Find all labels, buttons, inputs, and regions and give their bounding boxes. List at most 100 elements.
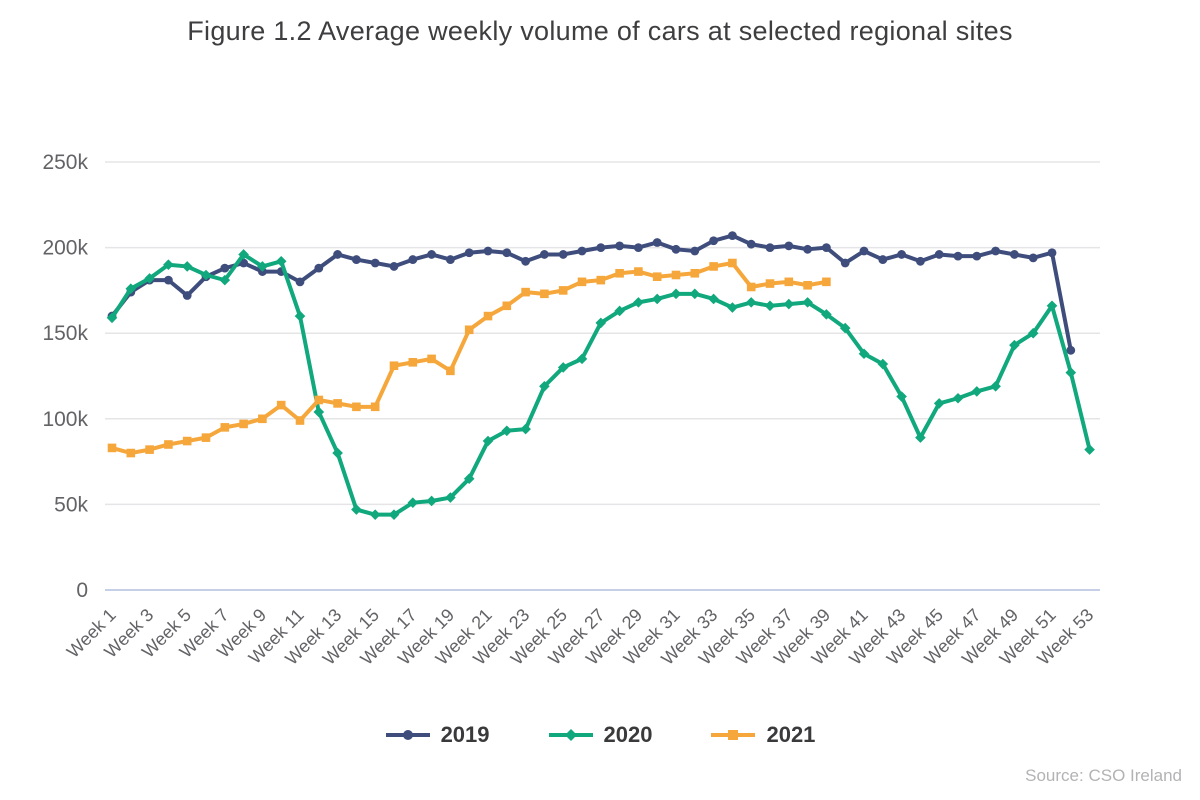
legend-label-2020: 2020 [603,722,653,747]
point-2020-week-28 [614,305,625,317]
point-2021-week-16 [389,361,399,371]
point-2021-week-24 [540,289,549,299]
point-2019-week-44 [916,256,925,266]
point-2020-week-41 [858,348,870,360]
point-2021-week-26 [577,277,587,287]
source-note: Source: CSO Ireland [1025,766,1182,785]
chart-title: Figure 1.2 Average weekly volume of cars… [187,16,1013,46]
point-2021-week-20 [464,325,474,335]
point-2021-week-38 [803,280,812,290]
legend: 2019 2020 2021 [0,722,1200,748]
point-2020-week-35 [745,297,757,308]
point-2019-week-17 [408,255,418,264]
point-2019-week-29 [634,243,643,253]
series-line-2021 [110,261,829,456]
point-2019-week-33 [709,236,718,246]
point-2019-week-36 [765,243,775,253]
legend-item-2021[interactable]: 2021 [710,722,815,748]
point-2019-week-14 [352,255,361,264]
point-2020-week-17 [407,497,419,508]
point-2020-week-50 [1027,327,1039,339]
point-2020-week-47 [971,386,983,397]
point-2021-week-13 [333,399,342,408]
point-2019-week-4 [164,275,173,285]
point-2019-week-51 [1047,248,1057,258]
y-tick-label-150k: 150k [42,322,88,345]
point-2019-week-24 [540,250,549,259]
point-2021-week-19 [446,366,455,376]
point-2019-week-52 [1066,345,1076,355]
point-2019-week-5 [182,291,192,300]
legend-label-2021: 2021 [766,722,816,747]
point-2021-week-15 [370,402,380,412]
y-tick-label-250k: 250k [42,151,88,174]
point-2019-week-50 [1028,253,1038,263]
point-2019-week-23 [521,256,530,266]
point-2021-week-31 [671,270,681,280]
point-2021-week-34 [728,258,737,268]
point-2021-week-33 [709,262,718,271]
point-2020-week-19 [445,492,456,503]
point-2021-week-7 [220,423,230,432]
point-2021-week-28 [615,268,624,278]
point-2021-week-9 [258,414,267,424]
point-2020-week-43 [896,391,907,402]
point-2020-week-40 [839,322,851,334]
point-2021-week-1 [107,443,117,453]
point-2020-week-48 [990,380,1001,392]
point-2019-week-12 [314,263,324,273]
legend-marker-2021-icon [711,730,756,740]
point-2020-week-21 [482,435,494,447]
point-2020-week-31 [670,288,682,300]
point-2020-week-44 [915,432,926,443]
point-2021-week-14 [352,402,361,412]
point-2020-week-34 [727,302,738,313]
point-2021-week-21 [483,311,493,321]
point-2021-week-4 [164,440,173,449]
point-2020-week-29 [633,297,644,308]
y-tick-label-100k: 100k [42,408,88,431]
point-2019-week-34 [728,231,737,241]
point-2021-week-10 [276,400,286,410]
point-2021-week-17 [408,358,418,367]
point-2020-week-6 [200,269,212,281]
point-2020-week-22 [501,425,513,437]
legend-item-2020[interactable]: 2020 [548,722,653,748]
point-2020-week-36 [764,300,776,312]
point-2020-week-1 [106,312,118,324]
point-2020-week-8 [238,249,249,260]
point-2020-week-18 [426,495,437,507]
point-2019-week-15 [370,258,380,268]
point-2021-week-37 [784,277,794,287]
point-2019-week-19 [446,255,455,264]
point-2021-week-12 [314,395,324,405]
point-2020-week-27 [595,317,607,329]
point-2020-week-5 [181,261,193,272]
point-2020-week-9 [257,261,268,272]
point-2020-week-15 [369,509,381,520]
point-2020-week-33 [708,293,719,305]
point-2021-week-39 [822,277,831,287]
point-2021-week-36 [765,279,775,288]
point-2020-week-13 [332,447,343,459]
legend-marker-2019-icon [385,730,430,740]
y-tick-label-0: 0 [76,579,88,602]
point-2020-week-52 [1065,367,1077,378]
point-2020-week-3 [144,273,155,284]
legend-marker-2020-icon [548,729,593,741]
point-2019-week-43 [897,250,906,259]
point-2021-week-5 [182,436,192,446]
point-2021-week-18 [427,354,436,364]
point-2019-week-18 [427,250,436,259]
point-2021-week-2 [126,448,136,458]
point-2020-week-23 [520,423,531,435]
point-2019-week-26 [577,246,587,256]
point-2019-week-48 [991,246,1000,256]
legend-item-2019[interactable]: 2019 [385,722,490,748]
point-2020-week-12 [313,406,325,418]
point-2021-week-32 [690,268,700,278]
point-2020-week-46 [952,392,964,404]
point-2019-week-42 [878,255,888,264]
point-2021-week-3 [145,445,154,454]
